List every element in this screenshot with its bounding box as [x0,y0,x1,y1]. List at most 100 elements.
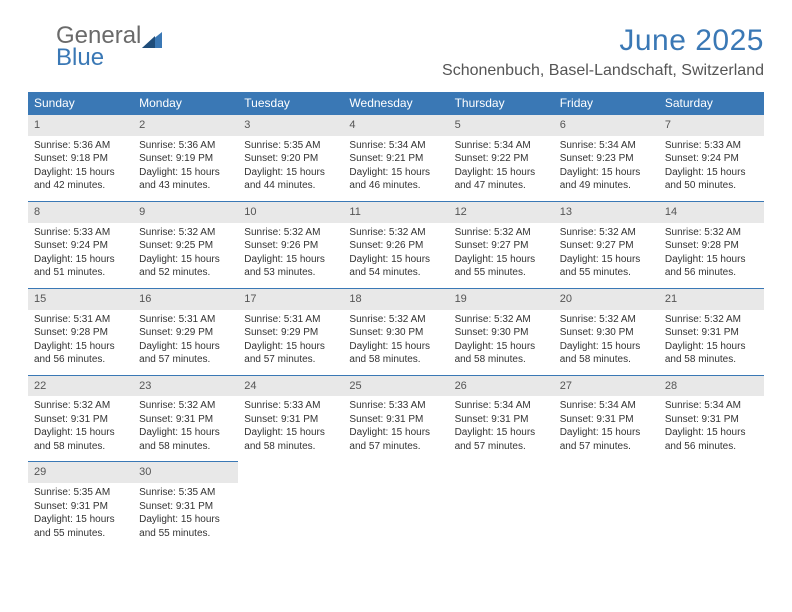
calendar-cell: 27Sunrise: 5:34 AMSunset: 9:31 PMDayligh… [554,375,659,462]
calendar-cell: 12Sunrise: 5:32 AMSunset: 9:27 PMDayligh… [449,201,554,288]
weekday-header: Friday [554,92,659,114]
day-body: Sunrise: 5:32 AMSunset: 9:31 PMDaylight:… [28,396,133,461]
day-number: 2 [133,114,238,136]
calendar-cell: 11Sunrise: 5:32 AMSunset: 9:26 PMDayligh… [343,201,448,288]
day-body: Sunrise: 5:36 AMSunset: 9:18 PMDaylight:… [28,136,133,201]
calendar-week-row: 1Sunrise: 5:36 AMSunset: 9:18 PMDaylight… [28,114,764,201]
calendar-cell: 7Sunrise: 5:33 AMSunset: 9:24 PMDaylight… [659,114,764,201]
day-body: Sunrise: 5:31 AMSunset: 9:29 PMDaylight:… [238,310,343,375]
day-number: 20 [554,288,659,310]
calendar-cell: 29Sunrise: 5:35 AMSunset: 9:31 PMDayligh… [28,461,133,548]
calendar-cell [554,461,659,548]
title-block: June 2025 Schonenbuch, Basel-Landschaft,… [442,24,764,80]
day-number: 30 [133,461,238,483]
day-number: 8 [28,201,133,223]
day-number: 16 [133,288,238,310]
day-number: 23 [133,375,238,397]
day-number: 1 [28,114,133,136]
day-number: 21 [659,288,764,310]
calendar-cell: 25Sunrise: 5:33 AMSunset: 9:31 PMDayligh… [343,375,448,462]
calendar-week-row: 8Sunrise: 5:33 AMSunset: 9:24 PMDaylight… [28,201,764,288]
day-number: 29 [28,461,133,483]
day-body: Sunrise: 5:32 AMSunset: 9:28 PMDaylight:… [659,223,764,288]
logo-triangle-icon-b [142,32,162,48]
day-number: 24 [238,375,343,397]
day-number: 5 [449,114,554,136]
calendar-cell [659,461,764,548]
day-number: 10 [238,201,343,223]
calendar-cell: 9Sunrise: 5:32 AMSunset: 9:25 PMDaylight… [133,201,238,288]
day-body: Sunrise: 5:35 AMSunset: 9:20 PMDaylight:… [238,136,343,201]
day-body: Sunrise: 5:33 AMSunset: 9:31 PMDaylight:… [343,396,448,461]
day-body: Sunrise: 5:35 AMSunset: 9:31 PMDaylight:… [28,483,133,548]
day-body: Sunrise: 5:32 AMSunset: 9:30 PMDaylight:… [554,310,659,375]
day-body: Sunrise: 5:33 AMSunset: 9:31 PMDaylight:… [238,396,343,461]
day-body: Sunrise: 5:31 AMSunset: 9:28 PMDaylight:… [28,310,133,375]
calendar-cell: 5Sunrise: 5:34 AMSunset: 9:22 PMDaylight… [449,114,554,201]
day-number: 6 [554,114,659,136]
calendar-cell: 14Sunrise: 5:32 AMSunset: 9:28 PMDayligh… [659,201,764,288]
day-body: Sunrise: 5:35 AMSunset: 9:31 PMDaylight:… [133,483,238,548]
calendar-cell [449,461,554,548]
calendar-week-row: 22Sunrise: 5:32 AMSunset: 9:31 PMDayligh… [28,375,764,462]
day-number: 13 [554,201,659,223]
day-number: 28 [659,375,764,397]
calendar-cell: 23Sunrise: 5:32 AMSunset: 9:31 PMDayligh… [133,375,238,462]
day-number: 19 [449,288,554,310]
calendar-cell: 30Sunrise: 5:35 AMSunset: 9:31 PMDayligh… [133,461,238,548]
day-body: Sunrise: 5:32 AMSunset: 9:26 PMDaylight:… [238,223,343,288]
day-number: 9 [133,201,238,223]
day-body: Sunrise: 5:33 AMSunset: 9:24 PMDaylight:… [28,223,133,288]
day-number: 4 [343,114,448,136]
day-body: Sunrise: 5:36 AMSunset: 9:19 PMDaylight:… [133,136,238,201]
day-body: Sunrise: 5:32 AMSunset: 9:31 PMDaylight:… [133,396,238,461]
calendar-cell: 21Sunrise: 5:32 AMSunset: 9:31 PMDayligh… [659,288,764,375]
logo-stack: General Blue [28,24,134,70]
day-body: Sunrise: 5:32 AMSunset: 9:26 PMDaylight:… [343,223,448,288]
calendar-cell: 20Sunrise: 5:32 AMSunset: 9:30 PMDayligh… [554,288,659,375]
calendar-cell: 10Sunrise: 5:32 AMSunset: 9:26 PMDayligh… [238,201,343,288]
day-body: Sunrise: 5:31 AMSunset: 9:29 PMDaylight:… [133,310,238,375]
day-body: Sunrise: 5:32 AMSunset: 9:30 PMDaylight:… [343,310,448,375]
day-body: Sunrise: 5:34 AMSunset: 9:21 PMDaylight:… [343,136,448,201]
calendar-cell: 13Sunrise: 5:32 AMSunset: 9:27 PMDayligh… [554,201,659,288]
day-body: Sunrise: 5:34 AMSunset: 9:22 PMDaylight:… [449,136,554,201]
calendar-table: SundayMondayTuesdayWednesdayThursdayFrid… [28,92,764,548]
calendar-week-row: 29Sunrise: 5:35 AMSunset: 9:31 PMDayligh… [28,461,764,548]
calendar-cell [343,461,448,548]
day-body: Sunrise: 5:34 AMSunset: 9:31 PMDaylight:… [659,396,764,461]
day-body: Sunrise: 5:32 AMSunset: 9:25 PMDaylight:… [133,223,238,288]
day-body: Sunrise: 5:32 AMSunset: 9:27 PMDaylight:… [554,223,659,288]
day-number: 12 [449,201,554,223]
calendar-cell: 1Sunrise: 5:36 AMSunset: 9:18 PMDaylight… [28,114,133,201]
weekday-header: Sunday [28,92,133,114]
day-body: Sunrise: 5:34 AMSunset: 9:31 PMDaylight:… [554,396,659,461]
logo-text-2b: Blue [56,46,104,70]
calendar-cell: 3Sunrise: 5:35 AMSunset: 9:20 PMDaylight… [238,114,343,201]
day-number: 14 [659,201,764,223]
day-body: Sunrise: 5:34 AMSunset: 9:23 PMDaylight:… [554,136,659,201]
calendar-body: 1Sunrise: 5:36 AMSunset: 9:18 PMDaylight… [28,114,764,548]
weekday-header: Monday [133,92,238,114]
day-number: 3 [238,114,343,136]
calendar-cell: 8Sunrise: 5:33 AMSunset: 9:24 PMDaylight… [28,201,133,288]
day-number: 27 [554,375,659,397]
day-number: 17 [238,288,343,310]
calendar-cell: 24Sunrise: 5:33 AMSunset: 9:31 PMDayligh… [238,375,343,462]
calendar-cell: 2Sunrise: 5:36 AMSunset: 9:19 PMDaylight… [133,114,238,201]
day-number: 7 [659,114,764,136]
day-body: Sunrise: 5:32 AMSunset: 9:31 PMDaylight:… [659,310,764,375]
calendar-cell: 28Sunrise: 5:34 AMSunset: 9:31 PMDayligh… [659,375,764,462]
calendar-cell: 15Sunrise: 5:31 AMSunset: 9:28 PMDayligh… [28,288,133,375]
calendar-cell: 4Sunrise: 5:34 AMSunset: 9:21 PMDaylight… [343,114,448,201]
day-number: 26 [449,375,554,397]
day-body: Sunrise: 5:32 AMSunset: 9:27 PMDaylight:… [449,223,554,288]
day-number: 22 [28,375,133,397]
calendar-cell: 6Sunrise: 5:34 AMSunset: 9:23 PMDaylight… [554,114,659,201]
calendar-cell: 16Sunrise: 5:31 AMSunset: 9:29 PMDayligh… [133,288,238,375]
calendar-week-row: 15Sunrise: 5:31 AMSunset: 9:28 PMDayligh… [28,288,764,375]
calendar-head: SundayMondayTuesdayWednesdayThursdayFrid… [28,92,764,114]
calendar-cell: 17Sunrise: 5:31 AMSunset: 9:29 PMDayligh… [238,288,343,375]
day-number: 25 [343,375,448,397]
day-body: Sunrise: 5:34 AMSunset: 9:31 PMDaylight:… [449,396,554,461]
